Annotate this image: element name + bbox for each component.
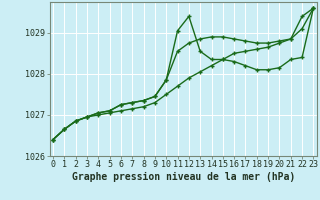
X-axis label: Graphe pression niveau de la mer (hPa): Graphe pression niveau de la mer (hPa) <box>72 172 295 182</box>
